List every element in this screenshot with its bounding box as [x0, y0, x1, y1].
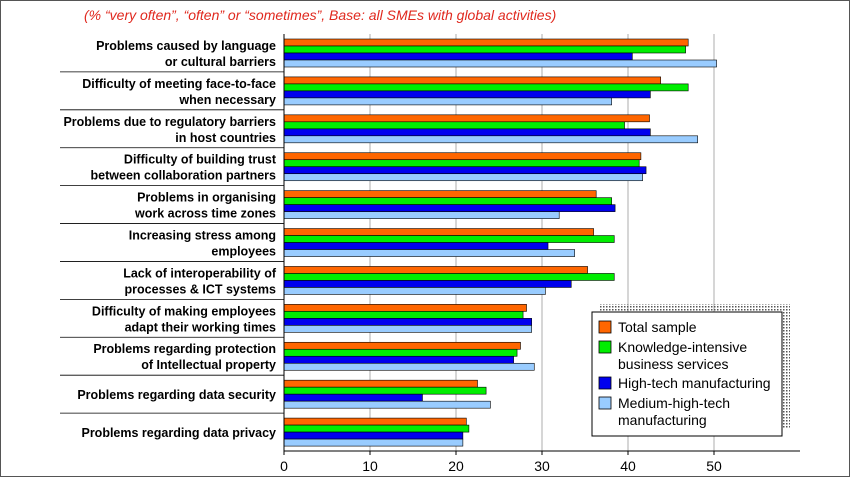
bar — [283, 304, 527, 312]
legend-swatch — [598, 340, 612, 354]
category-label: Lack of interoperability of — [123, 266, 277, 280]
category-label: employees — [211, 245, 276, 259]
bar — [283, 90, 651, 99]
legend-label: Knowledge-intensive — [618, 339, 747, 355]
bar — [283, 135, 698, 144]
category-label: Difficulty of meeting face-to-face — [82, 77, 276, 91]
bar — [283, 173, 643, 182]
bar — [283, 431, 464, 440]
bar — [283, 341, 521, 350]
bar — [283, 204, 616, 212]
bar — [283, 266, 588, 274]
category-label: Problems due to regulatory barriers — [63, 115, 276, 129]
bar — [283, 45, 686, 54]
category-label: Problems regarding data privacy — [81, 426, 276, 440]
x-tick-label: 30 — [534, 458, 550, 474]
legend-label: manufacturing — [618, 412, 707, 428]
x-tick-label: 10 — [362, 458, 378, 474]
bar — [283, 190, 597, 198]
category-label: Difficulty of building trust — [124, 153, 277, 167]
bar — [283, 438, 464, 447]
bar — [283, 379, 478, 388]
x-tick-label: 50 — [706, 458, 722, 474]
bars — [283, 38, 717, 447]
legend-label: Total sample — [618, 319, 697, 335]
chart-subtitle: (% “very often”, “often” or “sometimes”,… — [84, 7, 557, 23]
bar — [283, 211, 560, 219]
bar — [283, 197, 612, 205]
bar — [283, 249, 575, 257]
bar — [283, 362, 535, 371]
category-label: Problems in organising — [137, 191, 276, 205]
category-label: or cultural barriers — [165, 55, 276, 69]
x-tick-label: 40 — [620, 458, 636, 474]
bar — [283, 325, 532, 333]
category-label: of Intellectual property — [141, 358, 276, 372]
bar — [283, 417, 467, 426]
bar — [283, 318, 532, 326]
bar — [283, 355, 514, 364]
category-label: processes & ICT systems — [125, 282, 277, 296]
legend-label: High-tech manufacturing — [618, 375, 771, 391]
bar — [283, 235, 615, 243]
legend-swatch — [598, 396, 612, 410]
bar — [283, 76, 661, 85]
bar — [283, 287, 546, 295]
bar — [283, 273, 615, 281]
x-tick-label: 0 — [280, 458, 288, 474]
bar — [283, 114, 650, 123]
axes: 0 10 20 30 40 50 — [60, 34, 800, 474]
bar — [283, 393, 423, 402]
bar — [283, 59, 717, 68]
legend-label: Medium-high-tech — [618, 395, 730, 411]
bar — [283, 400, 491, 409]
bar — [283, 348, 518, 357]
category-labels: Problems caused by language or cultural b… — [63, 39, 276, 440]
legend-label: business services — [618, 356, 729, 372]
category-label: in host countries — [175, 131, 276, 145]
category-label: between collaboration partners — [91, 169, 277, 183]
legend: Total sample Knowledge-intensivebusiness … — [591, 304, 790, 437]
category-label: Difficulty of making employees — [92, 304, 276, 318]
category-label: Problems regarding data security — [77, 388, 276, 402]
category-label: Problems caused by language — [96, 39, 276, 53]
category-label: Problems regarding protection — [93, 342, 276, 356]
bar — [283, 121, 625, 130]
bar — [283, 83, 689, 92]
bar — [283, 166, 647, 175]
bar — [283, 228, 594, 236]
x-tick-label: 20 — [448, 458, 464, 474]
bar — [283, 152, 642, 161]
legend-box — [591, 311, 783, 437]
bar — [283, 386, 487, 395]
bar — [283, 97, 612, 106]
category-label: adapt their working times — [125, 320, 276, 334]
category-label: work across time zones — [134, 207, 276, 221]
bar — [283, 242, 549, 250]
legend-swatch — [598, 320, 612, 334]
bar — [283, 52, 633, 61]
category-label: when necessary — [178, 93, 276, 107]
bar — [283, 311, 524, 319]
bar — [283, 280, 572, 288]
legend-swatch — [598, 376, 612, 390]
bar — [283, 424, 470, 433]
bar — [283, 128, 651, 137]
bar — [283, 159, 640, 168]
bar — [283, 38, 689, 47]
category-label: Increasing stress among — [129, 229, 276, 243]
